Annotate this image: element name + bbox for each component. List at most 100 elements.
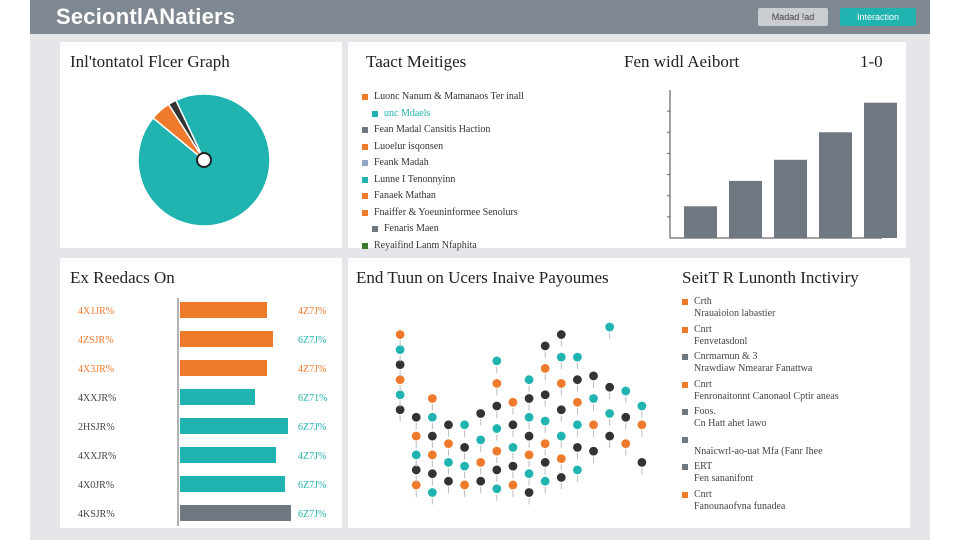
dot: [555, 404, 567, 416]
bar: [864, 102, 897, 238]
dot: [539, 415, 551, 427]
category-label: 4X3JR%: [78, 364, 114, 375]
legend-swatch: [372, 226, 378, 232]
dot: [410, 449, 422, 461]
dot: [571, 464, 584, 476]
activity-head[interactable]: Cnrt: [694, 323, 712, 335]
primary-button[interactable]: Interaction: [840, 8, 916, 26]
legend-item: Lunne I Tenonnyinn: [374, 173, 456, 185]
secondary-button[interactable]: Madad !ad: [758, 8, 828, 26]
dots-title: End Tuun on Ucers Inaive Payoumes: [356, 268, 609, 287]
dot: [604, 381, 616, 393]
dot: [458, 460, 471, 472]
legend-swatch: [362, 242, 368, 249]
dot: [426, 468, 438, 480]
dot-chart: [394, 321, 648, 505]
dot: [571, 419, 584, 431]
dot: [555, 351, 567, 363]
activity-marker: [682, 436, 688, 443]
activity-head[interactable]: Cnrt: [694, 378, 712, 390]
dot: [426, 430, 438, 442]
legend-swatch: [362, 94, 368, 100]
dot: [555, 453, 567, 465]
category-label: 4KSJR%: [78, 509, 115, 520]
value-label: 4Z7J%: [298, 451, 326, 462]
dot: [555, 328, 567, 341]
top-bar: SeciontlANatiers Madad !ad Interaction: [30, 0, 930, 34]
value-label: 4Z7J%: [298, 306, 326, 317]
dot: [555, 377, 567, 390]
dot: [442, 419, 455, 431]
dot: [523, 374, 535, 386]
dot: [426, 486, 438, 499]
activity-marker: [682, 381, 688, 388]
legend-swatch: [362, 127, 368, 133]
dot: [539, 340, 551, 352]
legend-card: Taact Meitiges Luonc Nanum & Mamanaos Te…: [348, 42, 634, 251]
legend-title: Taact Meitiges: [366, 52, 467, 71]
dot: [491, 355, 503, 367]
activity-head[interactable]: Crth: [694, 296, 712, 307]
legend-swatch: [362, 176, 368, 183]
dot: [604, 430, 616, 442]
activity-marker: [682, 491, 688, 498]
category-label: 2HSJR%: [78, 422, 115, 433]
value-label: 6Z71%: [298, 393, 327, 404]
hbar: [180, 447, 276, 463]
dot: [458, 479, 471, 491]
horizontal-bar-chart: 4X1JR% 4Z7J% 4ZSJR% 6Z7J% 4X3JR% 4Z7J% 4XXJR% 6…: [78, 298, 327, 526]
pie-center: [196, 152, 212, 168]
dot: [491, 422, 503, 435]
bar-title: Fen widl Aeibort: [624, 52, 740, 71]
activity-head[interactable]: Foos.: [694, 406, 716, 417]
dot: [491, 445, 503, 457]
dot: [442, 438, 455, 450]
vertical-bar-chart: [667, 90, 897, 239]
dot: [491, 464, 503, 476]
dot: [475, 456, 487, 468]
dot: [555, 430, 567, 442]
activity-detail: Fenvetasdonl: [694, 335, 748, 347]
legend-item: Luoelur isqonsen: [374, 140, 444, 152]
dot: [539, 475, 551, 487]
dot: [604, 407, 616, 420]
activity-marker: [682, 354, 688, 360]
pie-chart: [137, 93, 271, 227]
activity-card: SeitT R Lunonth Inctiviry Crth Nrauaioion…: [672, 258, 910, 528]
activity-detail: Cn Hatt ahet lawo: [694, 418, 767, 429]
legend-item: Fean Madal Cansitis Haction: [374, 124, 491, 135]
hbar: [180, 476, 285, 492]
activity-detail: Fen sananifont: [694, 473, 754, 484]
dot: [523, 468, 535, 480]
activity-detail: Nnaicwrl-ao-uat Mfa (Fanr Ihee: [694, 445, 823, 457]
dot: [620, 385, 632, 397]
activity-head[interactable]: Cnrt: [694, 488, 712, 500]
dot: [410, 430, 422, 442]
dot: [507, 396, 519, 408]
category-label: 4XXJR%: [78, 393, 116, 404]
value-label: 6Z7J%: [298, 335, 326, 346]
dot: [491, 377, 503, 390]
legend-item: Feank Madah: [374, 157, 429, 168]
dot: [442, 456, 455, 468]
category-label: 4X1JR%: [78, 306, 114, 317]
legend-item: Fenaris Maen: [384, 223, 439, 234]
dot: [587, 392, 600, 405]
category-label: 4ZSJR%: [78, 335, 114, 346]
dot: [571, 441, 584, 453]
dot: [507, 419, 519, 431]
legend-item: unc Mdaels: [384, 107, 431, 119]
activity-marker: [682, 299, 688, 305]
dot: [539, 456, 551, 468]
hbar: [180, 302, 267, 318]
activity-marker: [682, 409, 688, 415]
bar: [774, 159, 807, 238]
dot: [475, 475, 487, 487]
activity-head[interactable]: Cnrmarnun & 3: [694, 351, 758, 362]
dot: [426, 449, 438, 461]
dot: [555, 471, 567, 484]
bar-corner-label: 1-0: [860, 52, 883, 71]
activity-head[interactable]: ERT: [694, 461, 713, 472]
legend-swatch: [362, 143, 368, 150]
hbar: [180, 360, 267, 376]
